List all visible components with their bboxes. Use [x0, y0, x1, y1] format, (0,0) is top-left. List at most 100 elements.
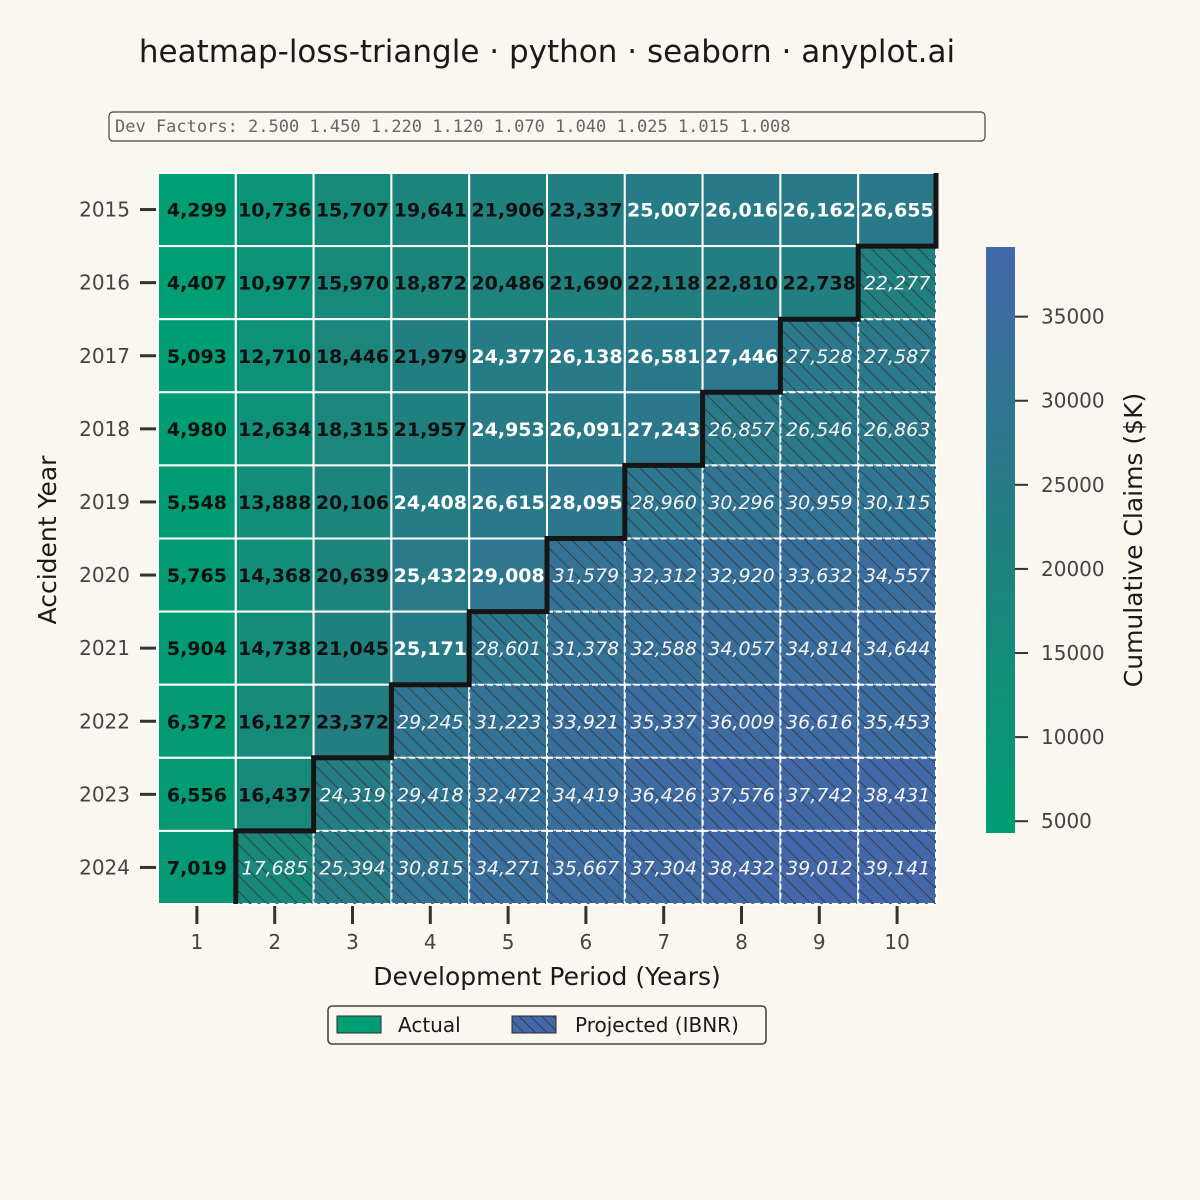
cell-value-label: 28,095 [549, 492, 622, 514]
cell-value-label: 18,446 [316, 346, 389, 368]
cell-hatch [702, 611, 781, 685]
cell-fill [391, 611, 470, 685]
cell-value-label: 16,127 [238, 711, 311, 733]
cell-fill [158, 173, 236, 247]
legend-label-actual: Actual [398, 1013, 461, 1037]
actual-cell: 6,372 [157, 683, 237, 759]
legend-swatch-actual [336, 1015, 382, 1034]
cell-hatch [780, 830, 859, 904]
cell-fill [469, 465, 547, 539]
cell-value-label: 37,576 [708, 784, 774, 806]
cell-fill [235, 684, 314, 758]
projected-cell: 39,012 [779, 829, 860, 906]
actual-cell: 5,904 [157, 610, 237, 686]
cell-value-label: 22,810 [705, 273, 778, 295]
cell-hatch [780, 684, 859, 758]
cell-value-label: 5,904 [167, 638, 227, 660]
cell-fill [624, 173, 703, 247]
actual-cell: 28,095 [546, 464, 626, 540]
actual-cell: 21,957 [390, 391, 471, 467]
projected-cell: 31,579 [546, 537, 626, 613]
projected-cell: 26,857 [701, 391, 782, 467]
cell-value-label: 29,008 [471, 565, 544, 587]
cell-value-label: 26,857 [708, 419, 774, 441]
colorbar-ticks: 5000 10000 15000 20000 25000 30000 35000 [1015, 305, 1105, 833]
cell-value-label: 21,045 [316, 638, 389, 660]
cell-fill [313, 173, 392, 247]
actual-cell: 27,243 [623, 391, 704, 467]
cell-value-label: 39,141 [864, 857, 930, 879]
projected-cell: 32,920 [701, 537, 782, 613]
projected-cell: 26,546 [779, 391, 860, 467]
legend-swatch-projected-hatch [512, 1016, 556, 1033]
cell-value-label: 26,138 [549, 346, 622, 368]
projected-cell: 22,277 [857, 245, 938, 321]
cell-hatch [313, 757, 392, 831]
projected-cell: 36,426 [623, 756, 704, 832]
cell-fill [158, 246, 236, 320]
cell-value-label: 35,337 [630, 711, 696, 733]
projected-cell: 29,418 [390, 756, 471, 832]
cell-hatch [858, 465, 936, 539]
cell-border [701, 829, 782, 906]
actual-cell: 21,045 [312, 610, 393, 686]
legend-label-projected: Projected (IBNR) [575, 1013, 739, 1037]
cell-value-label: 21,906 [471, 200, 544, 222]
y-tick-label: 2019 [79, 490, 130, 514]
cell-value-label: 17,685 [241, 857, 307, 879]
cell-value-label: 19,641 [394, 200, 467, 222]
cell-hatch [702, 830, 781, 904]
x-tick-label: 1 [191, 930, 204, 954]
cell-value-label: 13,888 [238, 492, 311, 514]
cell-value-label: 34,644 [864, 638, 930, 660]
cell-fill [158, 465, 236, 539]
cell-fill [391, 173, 470, 247]
projected-cell: 24,319 [312, 756, 393, 832]
cell-value-label: 36,616 [786, 711, 852, 733]
cell-value-label: 34,057 [708, 638, 774, 660]
x-tick-label: 4 [424, 930, 437, 954]
chart-title: heatmap-loss-triangle · python · seaborn… [139, 34, 955, 70]
projected-cell: 32,588 [623, 610, 704, 686]
actual-cell: 21,979 [390, 318, 471, 394]
cell-value-label: 24,377 [471, 346, 544, 368]
cell-hatch [858, 319, 936, 393]
cell-value-label: 27,446 [705, 346, 778, 368]
cell-fill [235, 173, 314, 247]
cell-hatch [469, 830, 547, 904]
cell-value-label: 30,115 [864, 492, 930, 514]
projected-cell: 39,141 [857, 829, 938, 906]
cell-value-label: 38,432 [708, 857, 774, 879]
cell-hatch [858, 538, 936, 612]
cell-hatch [624, 465, 703, 539]
actual-cell: 7,019 [157, 829, 237, 906]
cell-hatch [547, 538, 625, 612]
cell-border [390, 829, 471, 906]
colorbar-gradient [986, 247, 1015, 833]
cell-value-label: 29,245 [397, 711, 463, 733]
cell-value-label: 32,588 [630, 638, 696, 660]
y-tick-label: 2020 [79, 563, 130, 587]
projected-cell: 29,245 [390, 683, 471, 759]
projected-cell: 31,378 [546, 610, 626, 686]
cell-value-label: 16,437 [238, 784, 311, 806]
cell-value-label: 27,528 [786, 346, 852, 368]
actual-cell: 22,810 [701, 245, 782, 321]
actual-cell: 27,446 [701, 318, 782, 394]
actual-cell: 25,007 [623, 172, 704, 248]
projected-cell: 36,616 [779, 683, 860, 759]
cell-fill [391, 392, 470, 466]
cell-fill [158, 684, 236, 758]
x-tick-label: 8 [735, 930, 748, 954]
cell-hatch [780, 319, 859, 393]
y-axis-label: Accident Year [33, 455, 62, 625]
cell-fill [624, 246, 703, 320]
projected-cell: 27,528 [779, 318, 860, 394]
cell-value-label: 7,019 [167, 857, 227, 879]
cell-hatch [469, 684, 547, 758]
cell-value-label: 31,378 [553, 638, 619, 660]
y-tick-label: 2021 [79, 636, 130, 660]
projected-cell: 34,644 [857, 610, 938, 686]
cell-value-label: 12,634 [238, 419, 311, 441]
